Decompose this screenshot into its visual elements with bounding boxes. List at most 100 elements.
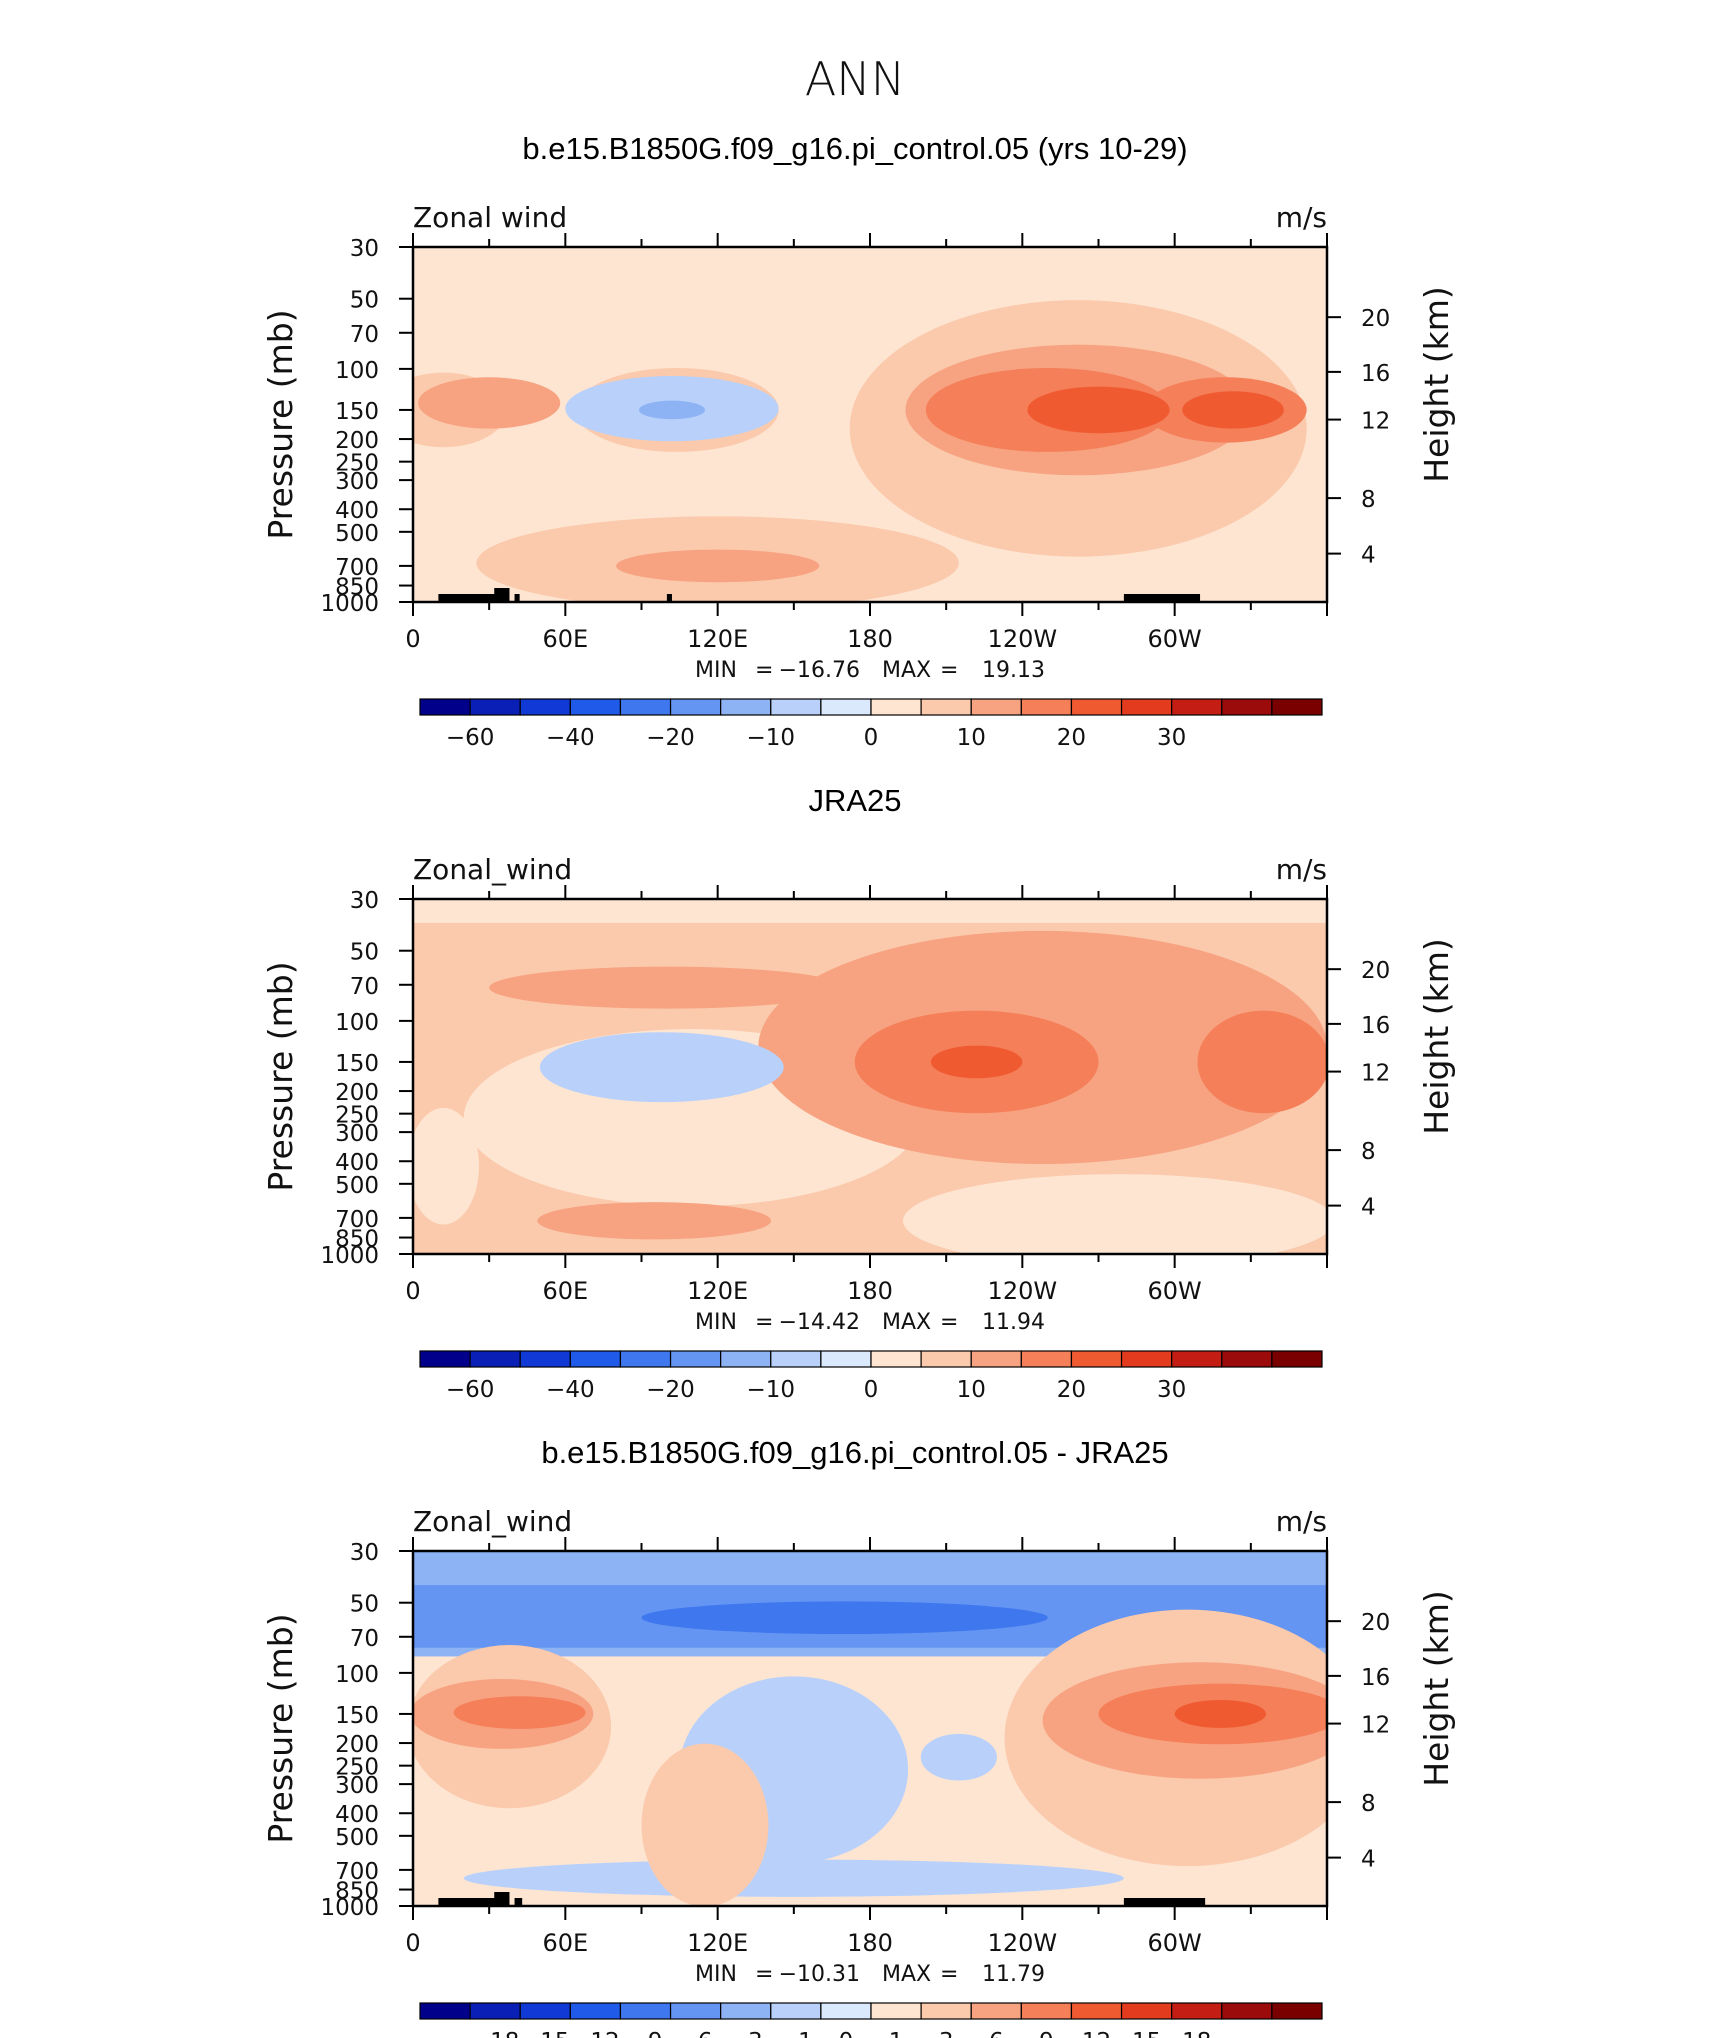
y-tick-label: 250: [335, 1755, 379, 1781]
colorbar-box: [519, 1350, 571, 1368]
colorbar-label: −60: [446, 725, 495, 751]
colorbar-box: [1171, 2002, 1223, 2020]
y-tick-label: 100: [335, 1010, 379, 1036]
colorbar-box: [770, 698, 822, 716]
x-tick-label: 60E: [542, 1929, 588, 1957]
colorbar-box: [1120, 1350, 1173, 1368]
y-tick-label: 400: [335, 1802, 379, 1828]
colorbar-label: 15: [1132, 2029, 1161, 2038]
contour-region: [418, 377, 561, 429]
y-tick-label: 30: [350, 888, 379, 914]
contour-region: [616, 549, 820, 583]
colorbar-label: −12: [571, 2029, 620, 2038]
x-tick-label: 0: [405, 1277, 420, 1305]
colorbar-box: [469, 1350, 521, 1368]
stat-min-value: −10.31: [779, 1962, 860, 1987]
y-tick-label: 1000: [320, 1243, 379, 1269]
colorbar-label: −40: [546, 725, 595, 751]
colorbar-box: [419, 2002, 471, 2020]
x-tick-label: 120W: [988, 625, 1058, 653]
colorbar-label: −40: [546, 1377, 595, 1403]
colorbar-label: −18: [471, 2029, 520, 2038]
colorbar-box: [1020, 1350, 1073, 1368]
colorbar-box: [619, 698, 672, 716]
y-tick-label: 700: [335, 1207, 379, 1233]
colorbar-label: 0: [839, 2029, 854, 2038]
colorbar-label: −1: [779, 2029, 813, 2038]
colorbar-label: −6: [679, 2029, 713, 2038]
colorbar-label: 20: [1057, 1377, 1086, 1403]
stat-equals: =: [755, 1962, 773, 1987]
x-tick-label: 0: [405, 625, 420, 653]
y2-axis-label: Height (km): [1417, 286, 1456, 483]
colorbar-label: 10: [957, 1377, 986, 1403]
y-tick-label: 300: [335, 1773, 379, 1799]
colorbar-box: [770, 2002, 822, 2020]
y-tick-label: 400: [335, 1150, 379, 1176]
y-axis-label: Pressure (mb): [261, 1613, 300, 1843]
contour-region: [453, 1696, 586, 1729]
panel-1: b.e15.B1850G.f09_g16.pi_control.05 (yrs …: [261, 131, 1456, 751]
colorbar-box: [1020, 2002, 1073, 2020]
y-tick-label: 100: [335, 358, 379, 384]
y2-tick-label: 16: [1361, 361, 1390, 387]
contour-region: [1174, 1699, 1267, 1728]
x-tick-label: 120E: [687, 1929, 748, 1957]
y-tick-label: 400: [335, 498, 379, 524]
colorbar-box: [970, 1350, 1022, 1368]
colorbar-box: [1070, 698, 1123, 716]
contour-region: [930, 1045, 1023, 1079]
colorbar-box: [870, 2002, 922, 2020]
figure-title: ANN: [805, 52, 905, 106]
y-tick-label: 30: [350, 236, 379, 262]
x-tick-label: 60E: [542, 625, 588, 653]
colorbar-box: [619, 2002, 672, 2020]
colorbar-box: [419, 698, 471, 716]
contour-field: [413, 1551, 1327, 1906]
stat-min-value: −14.42: [779, 1310, 860, 1335]
stat-min-label: MIN: [695, 658, 737, 683]
y-axis-label: Pressure (mb): [261, 961, 300, 1191]
y-tick-label: 500: [335, 521, 379, 547]
y2-tick-label: 16: [1361, 1013, 1390, 1039]
topography-mask: [494, 588, 510, 602]
y-tick-label: 500: [335, 1825, 379, 1851]
y-tick-label: 30: [350, 1540, 379, 1566]
colorbar-label: 20: [1057, 725, 1086, 751]
colorbar-box: [669, 2002, 722, 2020]
y-tick-label: 500: [335, 1173, 379, 1199]
contour-region: [638, 400, 705, 420]
x-tick-label: 60W: [1148, 1277, 1202, 1305]
colorbar-box: [720, 1350, 772, 1368]
x-tick-label: 180: [847, 1277, 893, 1305]
stat-max-label: MAX: [882, 1310, 931, 1335]
y-tick-label: 100: [335, 1662, 379, 1688]
contour-region: [413, 1107, 480, 1225]
contour-region: [920, 1733, 997, 1781]
stat-max-value: 11.94: [982, 1310, 1045, 1335]
colorbar-box: [1171, 698, 1223, 716]
colorbar-box: [569, 698, 622, 716]
colorbar-box: [519, 2002, 571, 2020]
colorbar-box: [770, 1350, 822, 1368]
y2-tick-label: 8: [1361, 1791, 1376, 1817]
x-tick-label: 60E: [542, 1277, 588, 1305]
colorbar-label: 18: [1182, 2029, 1211, 2038]
y-tick-label: 850: [335, 1227, 379, 1253]
topography-mask: [514, 1898, 523, 1906]
panel-3: b.e15.B1850G.f09_g16.pi_control.05 - JRA…: [261, 1435, 1456, 2038]
colorbar-box: [1271, 1350, 1323, 1368]
units-label: m/s: [1276, 1505, 1327, 1538]
colorbar-box: [1271, 2002, 1323, 2020]
y-tick-label: 150: [335, 399, 379, 425]
contour-region: [489, 966, 845, 1009]
colorbar-box: [820, 2002, 872, 2020]
panel-subtitle: b.e15.B1850G.f09_g16.pi_control.05 (yrs …: [522, 131, 1187, 166]
colorbar-box: [469, 698, 521, 716]
x-tick-label: 0: [405, 1929, 420, 1957]
colorbar-box: [1221, 1350, 1273, 1368]
stat-min-label: MIN: [695, 1310, 737, 1335]
colorbar-box: [669, 1350, 722, 1368]
y-tick-label: 200: [335, 428, 379, 454]
